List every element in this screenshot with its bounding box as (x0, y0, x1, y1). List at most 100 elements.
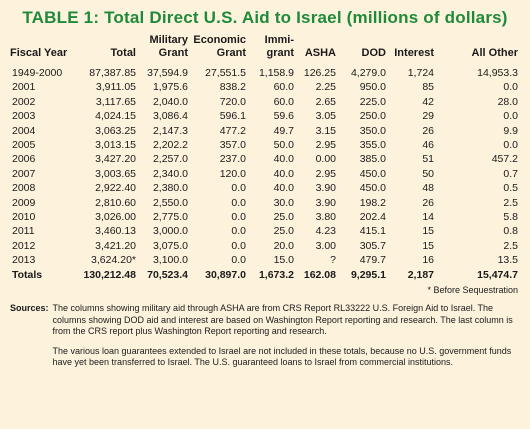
table-cell: 126.25 (303, 67, 336, 79)
table-cell: 3,100.0 (152, 254, 188, 267)
table-row: 2001 3,911.05 1,975.6 838.2 60.0 2.25 950.0 85 0… (10, 80, 520, 94)
table-cell: 29 (422, 110, 434, 123)
table-cell: 0.0 (231, 182, 246, 195)
table-row: 1949-2000 87,387.85 37,594.9 27,551.5 1,158.… (10, 66, 520, 80)
table-row: 2004 3,063.25 2,147.3 477.2 49.7 3.15 350.0 26 9… (10, 124, 520, 138)
table-cell: 2,380.0 (152, 182, 188, 195)
table-cell: 2.25 (315, 81, 336, 94)
table-cell: 2,775.0 (152, 211, 188, 224)
table-row: 2002 3,117.65 2,040.0 720.0 60.0 2.65 225.0 42 2… (10, 95, 520, 109)
table-cell: 2,040.0 (152, 95, 188, 108)
table-row: 2007 3,003.65 2,340.0 120.0 40.0 2.95 450.0 50 0… (10, 167, 520, 181)
table-cell: 50.0 (273, 139, 294, 152)
aid-table: Fiscal Year Total Military Grant Economic… (10, 34, 520, 282)
table-cell: 355.0 (359, 139, 386, 152)
table-cell: 9,295.1 (350, 268, 386, 281)
table-cell: 250.0 (359, 110, 386, 123)
table-cell: 2,147.3 (152, 124, 188, 137)
table-cell: 46 (422, 139, 434, 152)
table-cell: 477.2 (219, 124, 246, 137)
fiscal-year-cell: 2008 (12, 182, 36, 195)
table-cell: 0.0 (231, 211, 246, 224)
table-cell: 0.8 (503, 225, 518, 238)
table-cell: 25.0 (273, 211, 294, 224)
table-cell: 457.2 (491, 153, 518, 166)
table-cell: 30,897.0 (205, 268, 246, 281)
table-cell: 9.9 (503, 124, 518, 137)
fiscal-year-cell: 2006 (12, 153, 36, 166)
table-cell: 0.0 (231, 196, 246, 209)
table-cell: 59.6 (273, 110, 294, 123)
table-cell: 3,624.20* (91, 254, 136, 267)
table-cell: 3,427.20 (95, 153, 136, 166)
table-cell: 2.65 (315, 95, 336, 108)
table-cell: 3,911.05 (95, 81, 136, 94)
table-row: 2006 3,427.20 2,257.0 237.0 40.0 0.00 385.0 51 4… (10, 152, 520, 166)
table-cell: 50 (422, 167, 434, 180)
table-cell: 15 (422, 225, 434, 238)
table-cell: 3,117.65 (95, 95, 136, 108)
table-cell: ? (330, 254, 336, 267)
table-row: 2005 3,013.15 2,202.2 357.0 50.0 2.95 355.0 46 0… (10, 138, 520, 152)
table-cell: 26 (422, 124, 434, 137)
footnote-sequestration: * Before Sequestration (427, 285, 518, 296)
table-cell: 3.00 (315, 239, 336, 252)
col-asha: ASHA (304, 47, 336, 59)
fiscal-year-cell: 2007 (12, 167, 36, 180)
totals-row: Totals 130,212.48 70,523.4 30,897.0 1,67… (10, 268, 520, 282)
table-cell: 162.08 (303, 268, 336, 281)
table-cell: 237.0 (219, 153, 246, 166)
table-body: 1949-2000 87,387.85 37,594.9 27,551.5 1,158.… (10, 66, 520, 268)
table-cell: 596.1 (219, 110, 246, 123)
table-cell: 27,551.5 (205, 67, 246, 79)
table-cell: 950.0 (359, 81, 386, 94)
table-cell: 70,523.4 (147, 268, 188, 281)
table-cell: 3,000.0 (152, 225, 188, 238)
table-cell: 1,975.6 (152, 81, 188, 94)
fiscal-year-cell: 1949-2000 (12, 67, 63, 79)
fiscal-year-cell: 2010 (12, 211, 36, 224)
table-cell: 2,810.60 (95, 196, 136, 209)
table-cell: 15 (422, 239, 434, 252)
fiscal-year-cell: 2005 (12, 139, 36, 152)
table-cell: 3,063.25 (95, 124, 136, 137)
table-cell: 2,922.40 (95, 182, 136, 195)
table-title: TABLE 1: Total Direct U.S. Aid to Israel… (22, 8, 508, 27)
table-cell: 3,075.0 (152, 239, 188, 252)
col-military-grant: Military Grant (149, 34, 188, 59)
table-cell: 3.80 (315, 211, 336, 224)
table-cell: 3.05 (315, 110, 336, 123)
table-cell: 49.7 (273, 124, 294, 137)
table-cell: 42 (422, 95, 434, 108)
table-cell: 450.0 (359, 182, 386, 195)
table-cell: 3.90 (315, 196, 336, 209)
table-cell: 3.15 (315, 124, 336, 137)
table-cell: 3,026.00 (95, 211, 136, 224)
col-total: Total (110, 47, 136, 59)
table-row: 2003 4,024.15 3,086.4 596.1 59.6 3.05 250.0 29 0… (10, 109, 520, 123)
sources-label: Sources: (10, 303, 49, 314)
table-cell: 1,673.2 (258, 268, 294, 281)
col-dod: DOD (361, 47, 386, 59)
fiscal-year-cell: 2001 (12, 81, 36, 94)
table-row: 2008 2,922.40 2,380.0 0.0 40.0 3.90 450.0 48 0.5 (10, 181, 520, 195)
table-cell: 30.0 (273, 196, 294, 209)
fiscal-year-cell: 2004 (12, 124, 36, 137)
table-cell: 385.0 (359, 153, 386, 166)
table-row: 2011 3,460.13 3,000.0 0.0 25.0 4.23 415.1 15 0.8 (10, 224, 520, 238)
table-cell: 2,257.0 (152, 153, 188, 166)
table-cell: 2.5 (503, 196, 518, 209)
fiscal-year-cell: 2002 (12, 95, 36, 108)
table-cell: 415.1 (359, 225, 386, 238)
col-all-other: All Other (471, 47, 518, 59)
table-cell: 40.0 (273, 153, 294, 166)
table-cell: 357.0 (219, 139, 246, 152)
table-cell: 2,202.2 (152, 139, 188, 152)
table-cell: 3,003.65 (95, 167, 136, 180)
table-cell: 0.7 (503, 167, 518, 180)
table-cell: 2,187 (407, 268, 434, 281)
table-cell: 25.0 (273, 225, 294, 238)
table-cell: 2.5 (503, 239, 518, 252)
table-cell: 4.23 (315, 225, 336, 238)
fiscal-year-cell: 2003 (12, 110, 36, 123)
